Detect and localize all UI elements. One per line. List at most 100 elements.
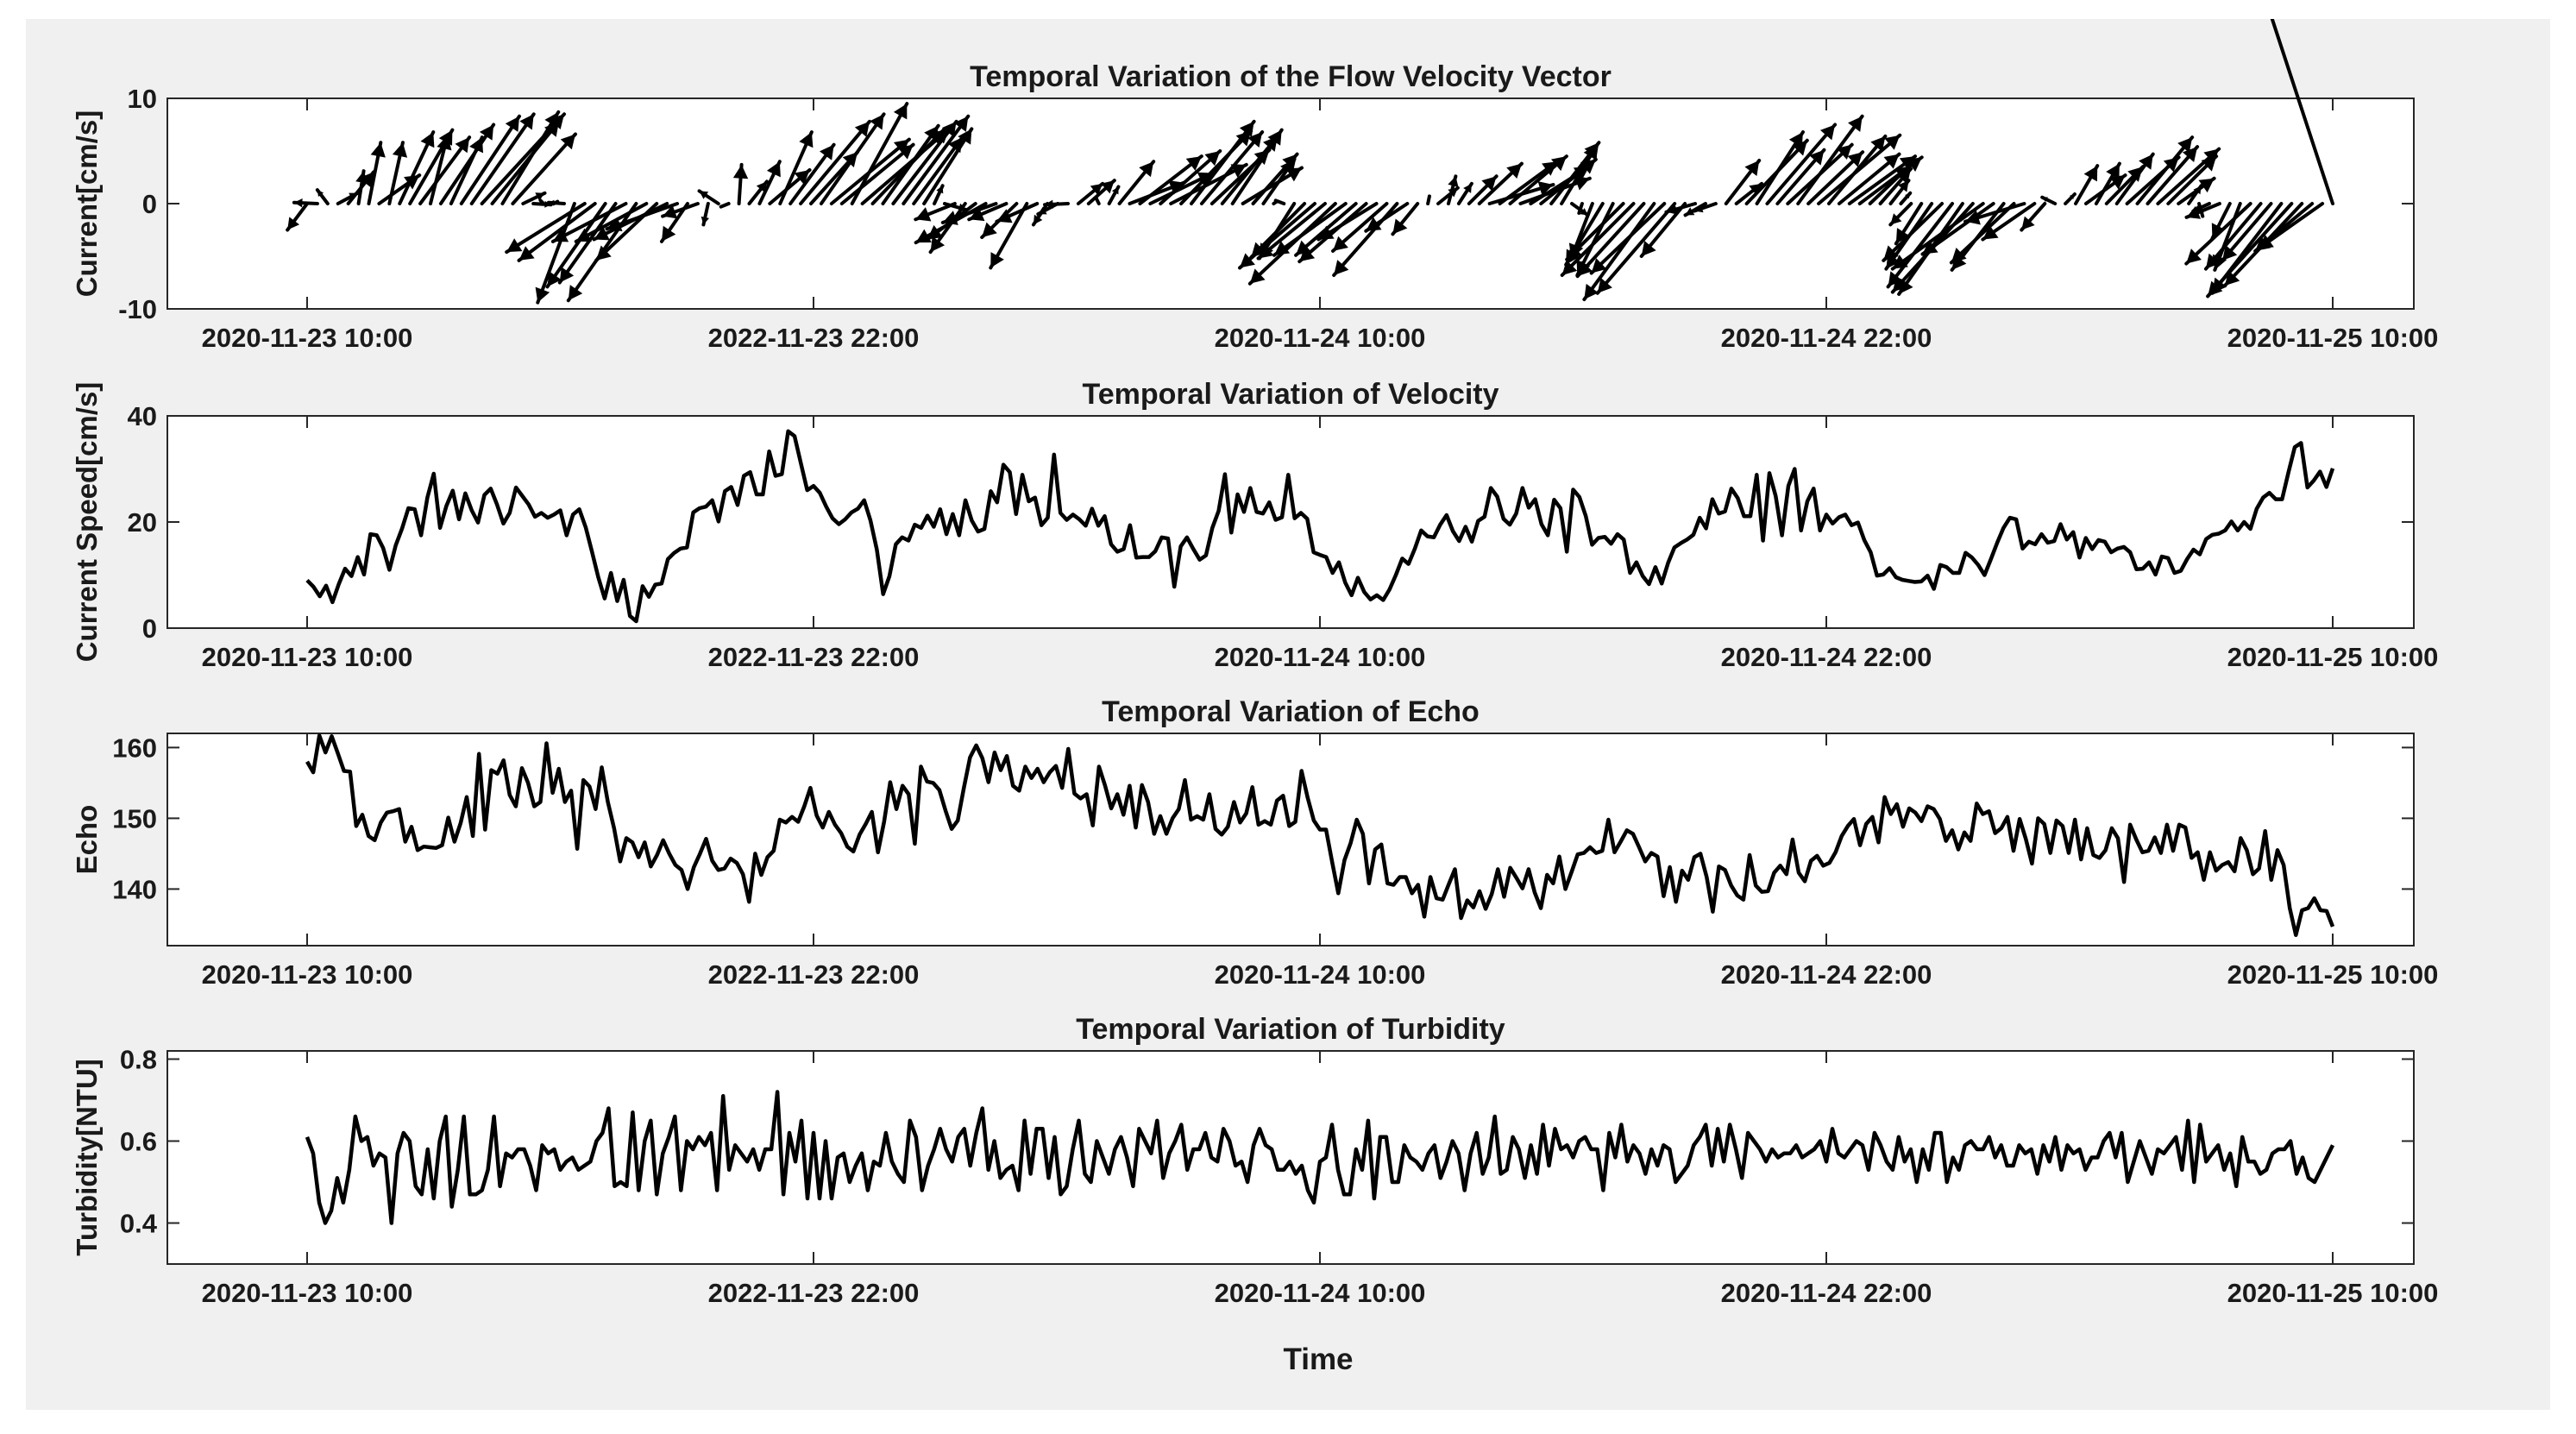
- velocity-vector-arrowhead: [1090, 183, 1103, 196]
- velocity-vector-arrowhead: [1883, 245, 1899, 261]
- velocity-vector-arrowhead: [317, 190, 324, 198]
- velocity-vector-arrowhead: [1809, 149, 1825, 166]
- velocity-vector-arrowhead: [1922, 240, 1938, 255]
- velocity-vector-arrow: [469, 112, 536, 205]
- velocity-vector-arrowhead: [1788, 132, 1803, 148]
- velocity-vector-arrowhead: [1273, 241, 1291, 255]
- y-tick-label: 0.4: [120, 1209, 158, 1239]
- velocity-vector-arrowhead: [606, 217, 623, 232]
- x-tick-label: 2020-11-25 10:00: [2227, 323, 2439, 353]
- x-tick-label: 2022-11-23 22:00: [708, 642, 920, 672]
- velocity-vector-arrow: [850, 102, 909, 205]
- velocity-vector-arrow: [517, 202, 597, 262]
- velocity-vector-arrowhead: [1583, 144, 1598, 160]
- velocity-vector-arrow: [1755, 130, 1805, 205]
- velocity-vector-arrow: [902, 114, 971, 205]
- velocity-vector-arrowhead: [1096, 198, 1098, 201]
- velocity-vector-arrowhead: [897, 144, 914, 160]
- velocity-vector-arrowhead: [1249, 268, 1266, 284]
- velocity-vector-arrow: [505, 202, 587, 255]
- velocity-vector-arrowhead: [355, 171, 368, 184]
- y-axis-label-2: Current Speed[cm/s]: [71, 382, 103, 663]
- velocity-vector-arrowhead: [1258, 243, 1274, 259]
- chart-title-4: Temporal Variation of Turbidity: [1076, 1013, 1505, 1046]
- velocity-vector-arrowhead: [958, 129, 972, 145]
- x-tick-label: 2022-11-23 22:00: [708, 1278, 920, 1308]
- velocity-vector-arrowhead: [370, 142, 386, 158]
- velocity-vector-arrowhead: [552, 228, 569, 242]
- velocity-vector-arrow: [1949, 202, 2016, 265]
- velocity-vector-arrow: [839, 142, 915, 205]
- axes-box-3: [166, 733, 2415, 947]
- x-tick-label: 2020-11-23 10:00: [202, 959, 413, 990]
- velocity-vector-arrowhead: [2182, 147, 2198, 162]
- velocity-vector-arrowhead: [2106, 163, 2120, 179]
- velocity-vector-arrowhead: [720, 204, 725, 208]
- velocity-vector-arrowhead: [1204, 151, 1221, 167]
- velocity-vector-arrowhead: [1951, 247, 1967, 263]
- y-tick-label: -10: [118, 294, 157, 324]
- velocity-vector-arrowhead: [479, 124, 494, 141]
- y-tick-label: 160: [112, 733, 157, 763]
- figure-svg: Time Temporal Variation of the Flow Velo…: [71, 19, 2439, 1376]
- figure-x-label: Time: [1283, 1343, 1353, 1376]
- y-tick-label: 140: [112, 874, 157, 904]
- velocity-vector-arrowhead: [1247, 132, 1263, 148]
- velocity-vector-arrowhead: [1890, 213, 1902, 225]
- velocity-vector-arrow: [891, 119, 958, 205]
- velocity-vector-arrowhead: [1870, 135, 1886, 152]
- velocity-vector-arrowhead: [990, 252, 1004, 268]
- velocity-vector-arrowhead: [2139, 154, 2153, 170]
- velocity-vector-arrowhead: [1481, 176, 1497, 192]
- velocity-vector-arrow: [2270, 19, 2334, 205]
- velocity-vector-arrowhead: [1561, 260, 1578, 275]
- velocity-vector-arrowhead: [953, 116, 969, 132]
- velocity-vector-arrowhead: [2186, 205, 2201, 219]
- velocity-vector-arrow: [1595, 202, 1677, 295]
- velocity-vector-arrow: [881, 123, 940, 205]
- velocity-vector-arrow: [1230, 128, 1284, 205]
- velocity-vector-arrow: [500, 110, 561, 205]
- velocity-vector-arrowhead: [1883, 154, 1900, 169]
- x-tick-label: 2022-11-23 22:00: [708, 959, 920, 990]
- velocity-vector-arrowhead: [1744, 160, 1760, 177]
- velocity-vector-arrowhead: [893, 139, 909, 154]
- velocity-vector-arrowhead: [915, 207, 932, 222]
- velocity-vector-arrowhead: [1044, 199, 1053, 209]
- velocity-vector-arrowhead: [1333, 236, 1348, 251]
- velocity-vector-arrowhead: [969, 206, 985, 222]
- velocity-vector-arrowhead: [547, 271, 562, 287]
- velocity-vector-arrowhead: [915, 229, 932, 243]
- velocity-vector-arrow: [1190, 119, 1256, 205]
- velocity-vector-arrowhead: [1240, 253, 1255, 268]
- velocity-vector-arrowhead: [1366, 217, 1382, 231]
- velocity-vector-arrowhead: [1888, 271, 1903, 287]
- velocity-vector-arrow: [1256, 202, 1327, 261]
- velocity-vector-arrowhead: [1537, 181, 1554, 197]
- velocity-vector-arrowhead: [799, 132, 814, 148]
- chart-title-2: Temporal Variation of Velocity: [1082, 378, 1498, 411]
- velocity-vector-arrow: [2206, 202, 2294, 299]
- y-tick-label: 40: [128, 401, 157, 431]
- velocity-vector-arrowhead: [540, 200, 543, 203]
- velocity-vector-arrowhead: [1897, 180, 1909, 192]
- velocity-vector-arrow: [1765, 123, 1838, 205]
- velocity-vector-arrowhead: [1318, 225, 1335, 240]
- velocity-vector-arrowhead: [1694, 204, 1704, 213]
- x-tick-label: 2020-11-24 22:00: [1721, 642, 1932, 672]
- x-tick-label: 2020-11-24 10:00: [1215, 959, 1426, 990]
- velocity-vector-arrowhead: [870, 114, 884, 130]
- velocity-vector-arrow: [557, 202, 618, 285]
- axes-box-2: [166, 415, 2415, 629]
- velocity-vector-arrowhead: [505, 116, 519, 132]
- velocity-vector-arrowhead: [930, 236, 946, 253]
- velocity-vector-arrowhead: [2021, 216, 2035, 230]
- series-line-3: [305, 733, 2335, 937]
- velocity-vector-arrowhead: [2208, 280, 2223, 297]
- x-tick-label: 2020-11-25 10:00: [2227, 959, 2439, 990]
- velocity-vector-arrowhead: [392, 142, 408, 158]
- velocity-vector-arrowhead: [1749, 183, 1762, 196]
- velocity-vector-arrowhead: [2258, 235, 2274, 249]
- velocity-vector-arrowhead: [287, 217, 300, 230]
- velocity-vector-arrowhead: [1139, 161, 1154, 178]
